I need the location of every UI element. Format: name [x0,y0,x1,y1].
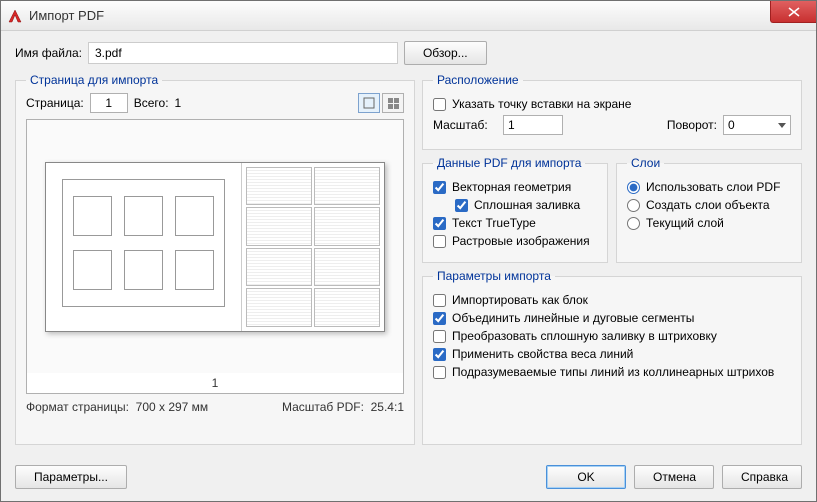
page-scale: Масштаб PDF: 25.4:1 [282,400,404,414]
vector-label: Векторная геометрия [452,180,571,194]
page-label: Страница: [26,96,84,110]
dialog-window: Импорт PDF Имя файла: 3.pdf Обзор... Стр… [0,0,817,502]
truetype-label: Текст TrueType [452,216,536,230]
file-label: Имя файла: [15,46,82,60]
right-column: Расположение Указать точку вставки на эк… [422,73,802,451]
view-single-icon[interactable] [358,93,380,113]
close-button[interactable] [770,1,816,23]
location-legend: Расположение [433,73,523,87]
importparams-fieldset: Параметры импорта Импортировать как блок… [422,269,802,445]
preview-sheet [45,162,385,332]
joinseg-label: Объединить линейные и дуговые сегменты [452,311,694,325]
layers-current-label: Текущий слой [646,216,724,230]
preview-page-number: 1 [27,373,403,393]
file-row: Имя файла: 3.pdf Обзор... [15,41,802,65]
layers-legend: Слои [627,156,664,170]
solidfill-label: Сплошная заливка [474,198,580,212]
page-fieldset: Страница для импорта Страница: Всего: 1 [15,73,415,445]
ok-button[interactable]: OK [546,465,626,489]
file-name-text: 3.pdf [95,46,122,60]
layers-usepdf-label: Использовать слои PDF [646,180,780,194]
asblock-checkbox[interactable] [433,294,446,307]
total-value: 1 [175,96,182,110]
pdfdata-layers-row: Данные PDF для импорта Векторная геометр… [422,156,802,269]
help-button[interactable]: Справка [722,465,802,489]
params-button[interactable]: Параметры... [15,465,127,489]
asblock-label: Импортировать как блок [452,293,588,307]
inferlt-label: Подразумеваемые типы линий из коллинеарн… [452,365,774,379]
layers-usepdf-radio[interactable] [627,181,640,194]
page-format: Формат страницы: 700 x 297 мм [26,400,208,414]
pdfdata-fieldset: Данные PDF для импорта Векторная геометр… [422,156,608,263]
content-area: Имя файла: 3.pdf Обзор... Страница для и… [1,31,816,457]
rotation-label: Поворот: [667,118,717,132]
left-column: Страница для импорта Страница: Всего: 1 [15,73,410,451]
solidfill-checkbox[interactable] [455,199,468,212]
pdfdata-legend: Данные PDF для импорта [433,156,585,170]
page-preview: 1 [26,119,404,394]
cancel-button[interactable]: Отмена [634,465,714,489]
window-title: Импорт PDF [29,8,104,23]
truetype-checkbox[interactable] [433,217,446,230]
lineweight-checkbox[interactable] [433,348,446,361]
layers-createobj-radio[interactable] [627,199,640,212]
preview-plan [46,163,242,331]
raster-label: Растровые изображения [452,234,590,248]
view-mode-buttons [358,93,404,113]
converthatch-label: Преобразовать сплошную заливку в штрихов… [452,329,717,343]
converthatch-checkbox[interactable] [433,330,446,343]
total-label: Всего: [134,96,169,110]
page-legend: Страница для импорта [26,73,162,87]
browse-button[interactable]: Обзор... [404,41,487,65]
specify-insertion-row: Указать точку вставки на экране [433,97,791,111]
specify-insertion-label: Указать точку вставки на экране [452,97,631,111]
app-icon [7,8,23,24]
vector-checkbox[interactable] [433,181,446,194]
scale-rotation-row: Масштаб: Поворот: 0 [433,115,791,135]
page-input[interactable] [90,93,128,113]
lineweight-label: Применить свойства веса линий [452,347,633,361]
footer: Параметры... OK Отмена Справка [1,457,816,501]
scale-label: Масштаб: [433,118,497,132]
file-name-field: 3.pdf [88,42,398,64]
rotation-select[interactable]: 0 [723,115,791,135]
joinseg-checkbox[interactable] [433,312,446,325]
main-area: Страница для импорта Страница: Всего: 1 [15,73,802,451]
inferlt-checkbox[interactable] [433,366,446,379]
rotation-value: 0 [728,118,735,132]
dropdown-caret-icon [778,123,786,128]
page-status-row: Формат страницы: 700 x 297 мм Масштаб PD… [26,400,404,414]
preview-inner [27,120,403,373]
specify-insertion-checkbox[interactable] [433,98,446,111]
page-row: Страница: Всего: 1 [26,93,404,113]
layers-createobj-label: Создать слои объекта [646,198,770,212]
layers-current-radio[interactable] [627,217,640,230]
view-grid-icon[interactable] [382,93,404,113]
raster-checkbox[interactable] [433,235,446,248]
scale-input[interactable] [503,115,563,135]
location-fieldset: Расположение Указать точку вставки на эк… [422,73,802,150]
layers-fieldset: Слои Использовать слои PDF Создать слои … [616,156,802,263]
titlebar: Импорт PDF [1,1,816,31]
preview-tables [242,163,384,331]
importparams-legend: Параметры импорта [433,269,555,283]
